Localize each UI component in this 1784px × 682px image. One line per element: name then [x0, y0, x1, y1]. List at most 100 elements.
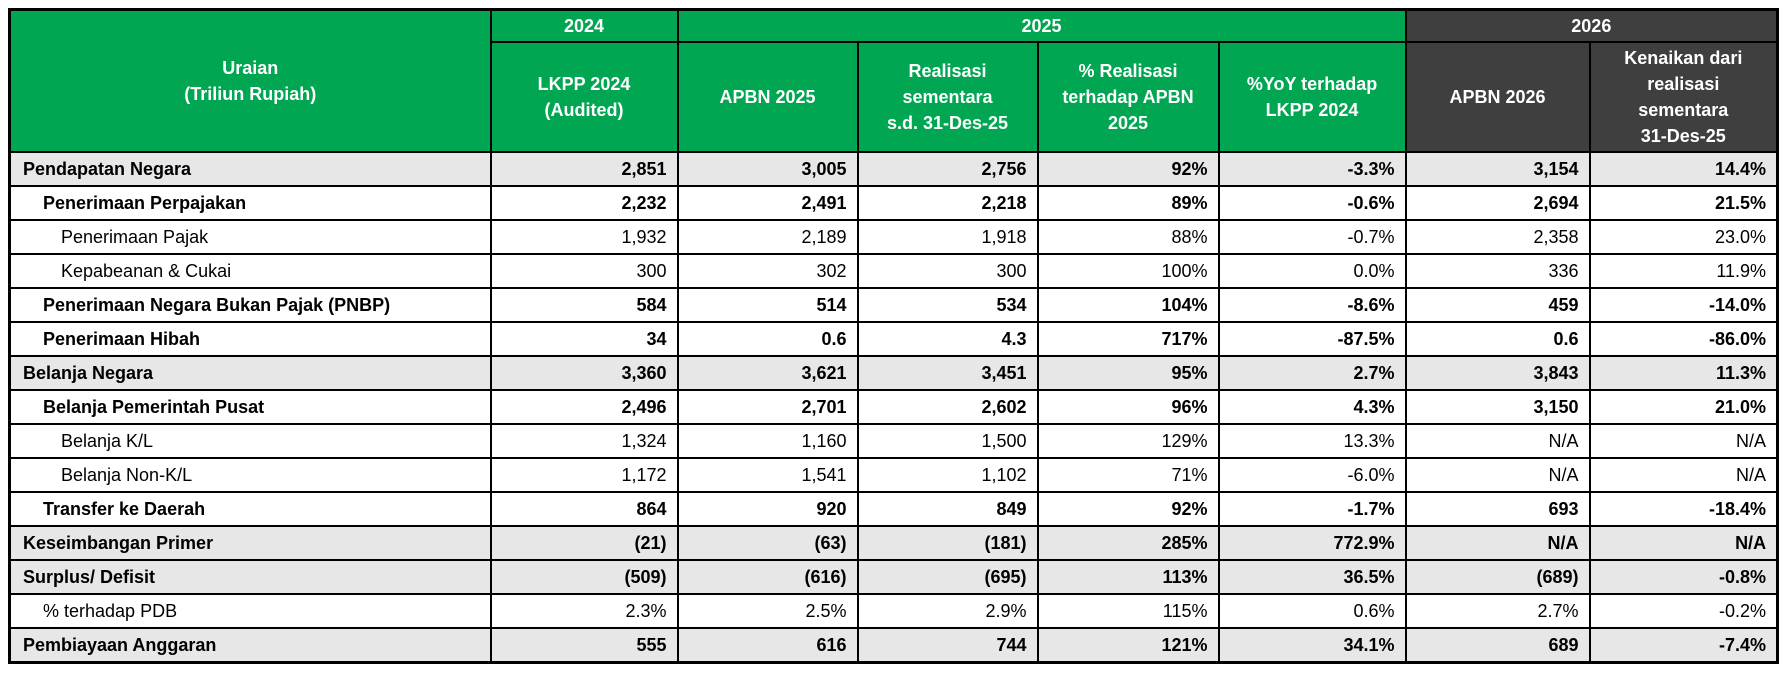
table-row: Belanja Negara 3,360 3,621 3,451 95% 2.7% 3,84…	[8, 355, 1779, 392]
cell-value: 113%	[1036, 559, 1220, 596]
cell-value: 96%	[1036, 389, 1220, 426]
table-row: Kepabeanan & Cukai 300 302 300 100% 0.0% 336 11…	[8, 253, 1779, 290]
table-header: Uraian (Triliun Rupiah) 2024 2025 2026 LKP…	[8, 8, 1779, 154]
table-row: Penerimaan Perpajakan 2,232 2,491 2,218 89% -…	[8, 185, 1779, 222]
cell-value: -0.8%	[1588, 559, 1779, 596]
table-row: % terhadap PDB 2.3% 2.5% 2.9% 115% 0.6% 2.7% -0…	[8, 593, 1779, 630]
cell-value: (509)	[489, 559, 679, 596]
cell-value: 4.3	[856, 321, 1039, 358]
table-row: Penerimaan Hibah 34 0.6 4.3 717% -87.5% 0.6 -86…	[8, 321, 1779, 358]
cell-value: 693	[1404, 491, 1591, 528]
cell-value: -8.6%	[1217, 287, 1407, 324]
cell-value: -1.7%	[1217, 491, 1407, 528]
cell-value: 2.7%	[1404, 593, 1591, 630]
cell-value: 772.9%	[1217, 525, 1407, 562]
cell-value: 336	[1404, 253, 1591, 290]
year-row: Uraian (Triliun Rupiah) 2024 2025 2026	[8, 8, 1779, 154]
cell-value: 302	[676, 253, 859, 290]
cell-value: 1,500	[856, 423, 1039, 460]
cell-value: 121%	[1036, 627, 1220, 664]
column-header-2: Realisasi sementara s.d. 31-Des-25	[856, 41, 1039, 154]
cell-value: 300	[489, 253, 679, 290]
cell-value: 92%	[1036, 491, 1220, 528]
cell-value: 555	[489, 627, 679, 664]
row-label: Penerimaan Perpajakan	[8, 185, 492, 222]
cell-value: (689)	[1404, 559, 1591, 596]
cell-value: -6.0%	[1217, 457, 1407, 494]
cell-value: (695)	[856, 559, 1039, 596]
column-header-0: LKPP 2024 (Audited)	[489, 41, 679, 154]
cell-value: -7.4%	[1588, 627, 1779, 664]
cell-value: 3,150	[1404, 389, 1591, 426]
year-group-2025: 2025	[676, 8, 1407, 44]
cell-value: N/A	[1404, 457, 1591, 494]
row-label: Keseimbangan Primer	[8, 525, 492, 562]
cell-value: 115%	[1036, 593, 1220, 630]
cell-value: 514	[676, 287, 859, 324]
cell-value: N/A	[1588, 525, 1779, 562]
cell-value: 11.9%	[1588, 253, 1779, 290]
cell-value: 23.0%	[1588, 219, 1779, 256]
cell-value: -18.4%	[1588, 491, 1779, 528]
cell-value: 95%	[1036, 355, 1220, 392]
cell-value: 1,160	[676, 423, 859, 460]
row-label: Surplus/ Defisit	[8, 559, 492, 596]
table-row: Surplus/ Defisit (509) (616) (695) 113% 36.5%…	[8, 559, 1779, 596]
cell-value: 2.5%	[676, 593, 859, 630]
table-row: Penerimaan Negara Bukan Pajak (PNBP) 584 5…	[8, 287, 1779, 324]
cell-value: 689	[1404, 627, 1591, 664]
table-row: Penerimaan Pajak 1,932 2,189 1,918 88% -0.7% 2…	[8, 219, 1779, 256]
cell-value: 2,491	[676, 185, 859, 222]
cell-value: (63)	[676, 525, 859, 562]
cell-value: 3,843	[1404, 355, 1591, 392]
cell-value: -0.7%	[1217, 219, 1407, 256]
column-header-1: APBN 2025	[676, 41, 859, 154]
column-header-5: APBN 2026	[1404, 41, 1591, 154]
cell-value: 0.6%	[1217, 593, 1407, 630]
row-label: Belanja Negara	[8, 355, 492, 392]
cell-value: 2.9%	[856, 593, 1039, 630]
cell-value: 88%	[1036, 219, 1220, 256]
cell-value: 104%	[1036, 287, 1220, 324]
cell-value: 2,694	[1404, 185, 1591, 222]
row-label: Penerimaan Negara Bukan Pajak (PNBP)	[8, 287, 492, 324]
column-header-4: %YoY terhadap LKPP 2024	[1217, 41, 1407, 154]
column-header-6: Kenaikan dari realisasi sementara 31-Des…	[1588, 41, 1779, 154]
cell-value: 849	[856, 491, 1039, 528]
row-label: Belanja Pemerintah Pusat	[8, 389, 492, 426]
budget-table: Uraian (Triliun Rupiah) 2024 2025 2026 LKP…	[8, 8, 1780, 664]
cell-value: 0.0%	[1217, 253, 1407, 290]
table-row: Belanja K/L 1,324 1,160 1,500 129% 13.3% N/A N/…	[8, 423, 1779, 460]
cell-value: 71%	[1036, 457, 1220, 494]
cell-value: 864	[489, 491, 679, 528]
cell-value: 3,451	[856, 355, 1039, 392]
table-row: Keseimbangan Primer (21) (63) (181) 285% 772.…	[8, 525, 1779, 562]
cell-value: N/A	[1588, 423, 1779, 460]
column-header-3: % Realisasi terhadap APBN 2025	[1036, 41, 1220, 154]
row-label: Kepabeanan & Cukai	[8, 253, 492, 290]
cell-value: 34.1%	[1217, 627, 1407, 664]
row-label: Pendapatan Negara	[8, 151, 492, 188]
cell-value: 2.7%	[1217, 355, 1407, 392]
cell-value: 2,496	[489, 389, 679, 426]
cell-value: 13.3%	[1217, 423, 1407, 460]
cell-value: 2,189	[676, 219, 859, 256]
row-label: % terhadap PDB	[8, 593, 492, 630]
cell-value: -0.6%	[1217, 185, 1407, 222]
table-row: Pendapatan Negara 2,851 3,005 2,756 92% -3.3%…	[8, 151, 1779, 188]
cell-value: -86.0%	[1588, 321, 1779, 358]
cell-value: 3,621	[676, 355, 859, 392]
cell-value: 3,005	[676, 151, 859, 188]
cell-value: 2,756	[856, 151, 1039, 188]
year-group-2024: 2024	[489, 8, 679, 44]
cell-value: 2,602	[856, 389, 1039, 426]
row-label: Pembiayaan Anggaran	[8, 627, 492, 664]
cell-value: 1,918	[856, 219, 1039, 256]
table-row: Transfer ke Daerah 864 920 849 92% -1.7% 693 -1…	[8, 491, 1779, 528]
table-body: Pendapatan Negara 2,851 3,005 2,756 92% -3.3%…	[8, 151, 1779, 664]
cell-value: 4.3%	[1217, 389, 1407, 426]
cell-value: 459	[1404, 287, 1591, 324]
corner-header-uraian: Uraian (Triliun Rupiah)	[8, 8, 492, 154]
cell-value: 100%	[1036, 253, 1220, 290]
